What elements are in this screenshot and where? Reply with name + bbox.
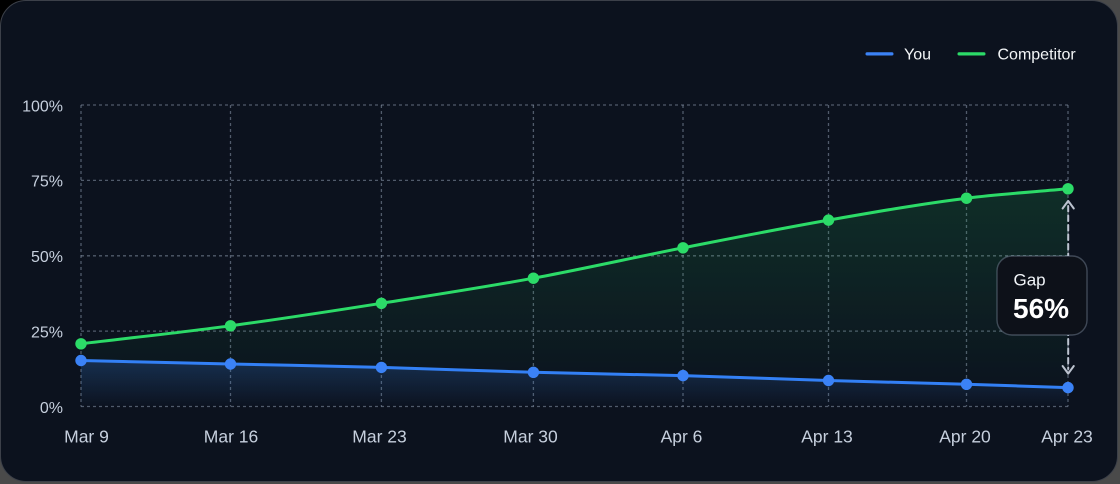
svg-text:56%: 56% <box>1013 293 1069 324</box>
svg-text:50%: 50% <box>31 249 63 266</box>
svg-text:Mar 16: Mar 16 <box>204 426 258 446</box>
svg-text:Apr 23: Apr 23 <box>1041 426 1093 446</box>
svg-text:Gap: Gap <box>1014 271 1046 290</box>
svg-text:Apr 20: Apr 20 <box>939 426 991 446</box>
svg-text:Apr 13: Apr 13 <box>801 426 853 446</box>
svg-text:75%: 75% <box>31 174 63 191</box>
svg-text:0%: 0% <box>40 400 63 417</box>
svg-text:Mar 30: Mar 30 <box>503 426 558 446</box>
svg-text:Competitor: Competitor <box>998 47 1077 64</box>
svg-text:25%: 25% <box>31 324 63 341</box>
svg-text:Mar 9: Mar 9 <box>64 426 109 446</box>
svg-text:Mar 23: Mar 23 <box>352 426 406 446</box>
svg-text:100%: 100% <box>22 98 63 115</box>
svg-text:Apr 6: Apr 6 <box>661 426 703 446</box>
svg-text:You: You <box>904 47 931 64</box>
